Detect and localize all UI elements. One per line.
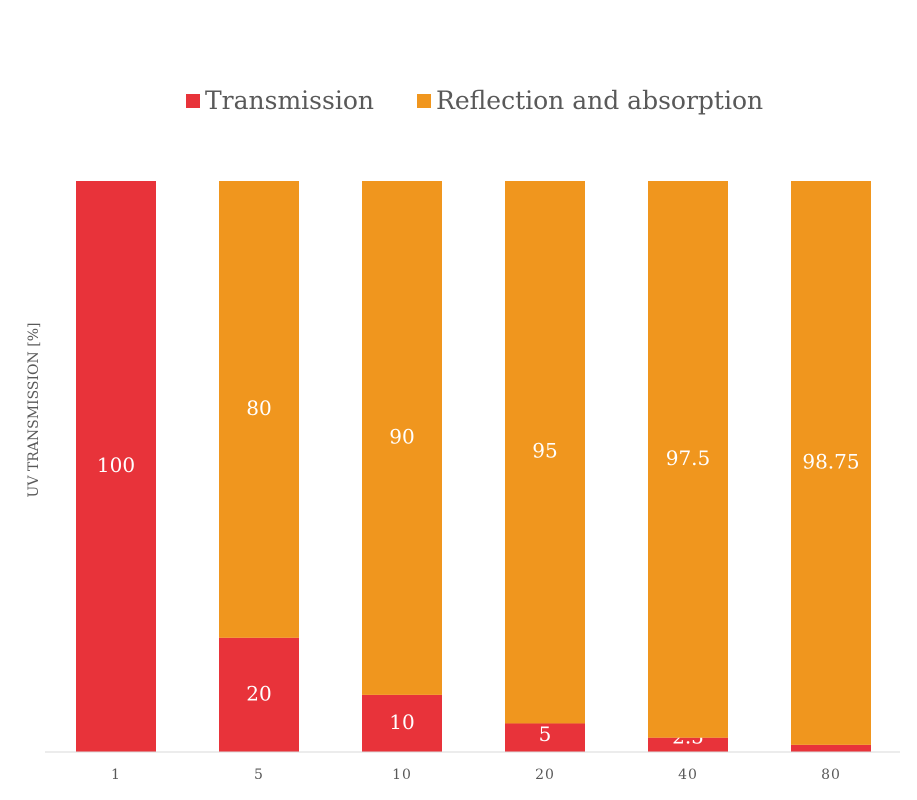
bars: 100208010905952.597.51.2598.75 (76, 181, 871, 752)
data-label-reflection-and-absorption-10: 90 (389, 424, 414, 448)
data-label-transmission-20: 5 (539, 722, 552, 746)
legend-label-reflection: Reflection and absorption (436, 86, 763, 115)
data-label-reflection-and-absorption-5: 80 (246, 396, 271, 420)
data-label-reflection-and-absorption-80: 98.75 (802, 449, 859, 473)
bar-transmission-1 (76, 181, 156, 752)
bar-reflection-and-absorption-20 (505, 181, 585, 724)
bar-transmission-10 (362, 694, 442, 752)
x-tick-label-40: 40 (678, 767, 698, 783)
x-tick-label-1: 1 (111, 767, 121, 783)
bar-transmission-20 (505, 723, 585, 752)
data-label-transmission-1: 100 (97, 453, 135, 477)
bar-reflection-and-absorption-5 (219, 181, 299, 638)
x-tick-label-80: 80 (821, 767, 841, 783)
data-label-transmission-10: 10 (389, 710, 414, 734)
x-tick-label-20: 20 (535, 767, 555, 783)
data-label-reflection-and-absorption-20: 95 (532, 439, 557, 463)
data-label-reflection-and-absorption-40: 97.5 (666, 446, 711, 470)
legend-label-transmission: Transmission (205, 86, 374, 115)
y-axis-title: UV TRANSMISSION [%] (26, 323, 42, 498)
bar-reflection-and-absorption-80 (791, 181, 871, 745)
bar-reflection-and-absorption-10 (362, 181, 442, 695)
bar-transmission-80 (791, 744, 871, 752)
data-label-transmission-5: 20 (246, 681, 271, 705)
x-tick-labels: 1 5 10 20 40 80 (111, 767, 841, 783)
legend-swatch-reflection (417, 94, 431, 108)
bar-transmission-40 (648, 737, 728, 752)
legend: Transmission Reflection and absorption (186, 86, 763, 115)
legend-swatch-transmission (186, 94, 200, 108)
bar-transmission-5 (219, 637, 299, 752)
x-tick-label-5: 5 (254, 767, 264, 783)
bar-reflection-and-absorption-40 (648, 181, 728, 738)
x-tick-label-10: 10 (392, 767, 412, 783)
